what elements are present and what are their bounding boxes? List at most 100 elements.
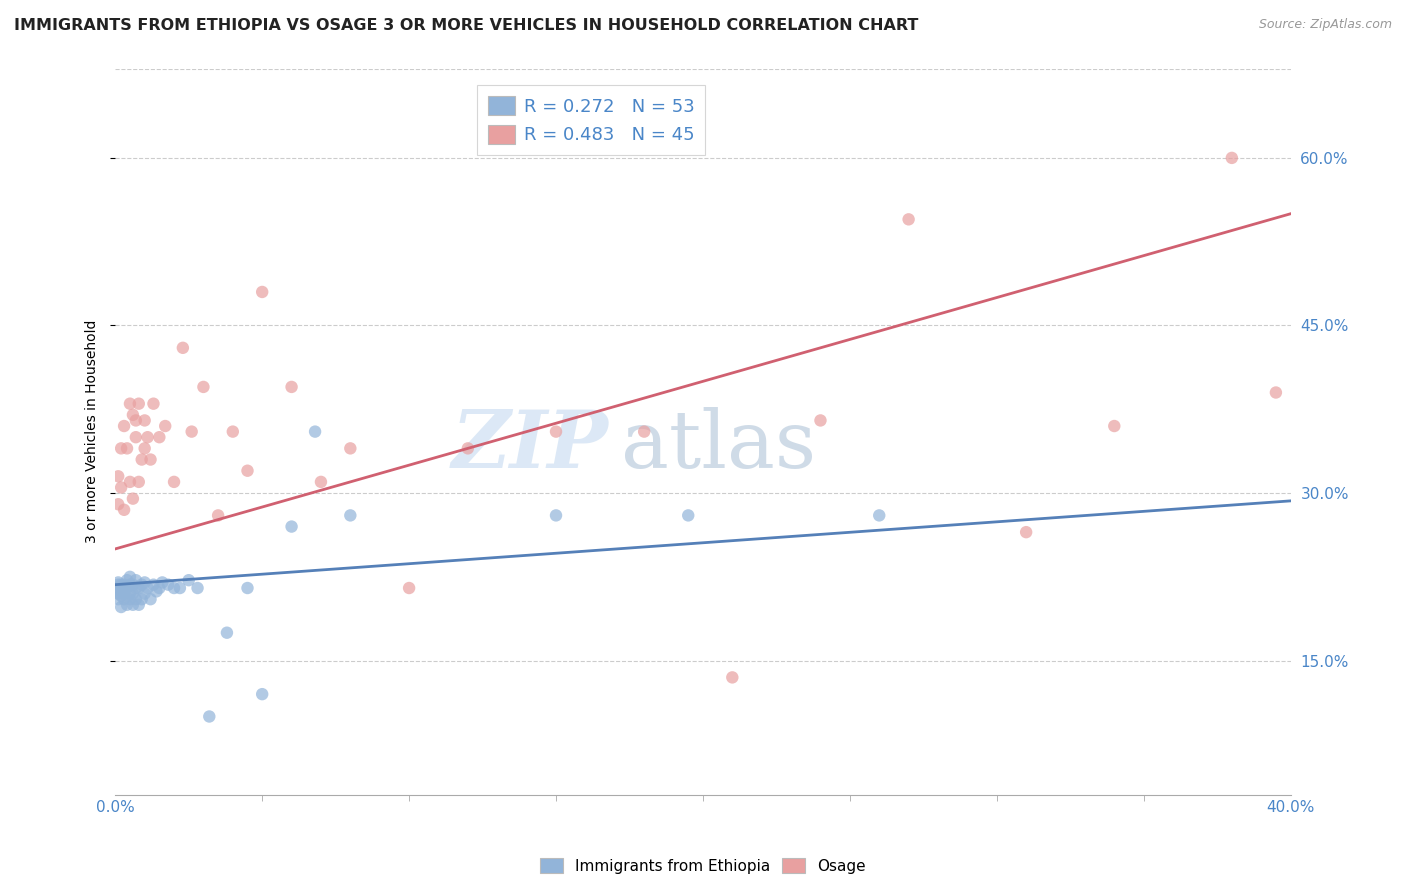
Point bbox=[897, 212, 920, 227]
Point bbox=[118, 475, 141, 489]
Point bbox=[107, 469, 129, 483]
Point bbox=[107, 592, 129, 607]
Point bbox=[678, 508, 700, 523]
Point bbox=[169, 581, 191, 595]
Point bbox=[163, 475, 186, 489]
Text: Source: ZipAtlas.com: Source: ZipAtlas.com bbox=[1258, 18, 1392, 31]
Point bbox=[110, 584, 132, 599]
Point bbox=[148, 430, 170, 444]
Point bbox=[107, 586, 129, 600]
Point bbox=[115, 598, 138, 612]
Point bbox=[142, 397, 165, 411]
Point bbox=[115, 573, 138, 587]
Point bbox=[721, 670, 744, 684]
Point bbox=[125, 592, 148, 607]
Point bbox=[868, 508, 890, 523]
Point bbox=[280, 380, 302, 394]
Point bbox=[215, 625, 238, 640]
Point bbox=[112, 419, 135, 434]
Point bbox=[122, 577, 145, 591]
Text: IMMIGRANTS FROM ETHIOPIA VS OSAGE 3 OR MORE VEHICLES IN HOUSEHOLD CORRELATION CH: IMMIGRANTS FROM ETHIOPIA VS OSAGE 3 OR M… bbox=[14, 18, 918, 33]
Point bbox=[110, 600, 132, 615]
Point bbox=[112, 592, 135, 607]
Point bbox=[150, 575, 173, 590]
Point bbox=[112, 581, 135, 595]
Point bbox=[1104, 419, 1126, 434]
Point bbox=[115, 442, 138, 456]
Point bbox=[457, 442, 479, 456]
Point bbox=[134, 442, 156, 456]
Point bbox=[180, 425, 202, 439]
Point bbox=[128, 598, 150, 612]
Point bbox=[198, 709, 221, 723]
Point bbox=[163, 581, 186, 595]
Point bbox=[125, 430, 148, 444]
Point bbox=[131, 452, 153, 467]
Point bbox=[112, 586, 135, 600]
Point bbox=[125, 573, 148, 587]
Point bbox=[544, 508, 567, 523]
Point bbox=[110, 442, 132, 456]
Point bbox=[125, 413, 148, 427]
Point bbox=[122, 598, 145, 612]
Point bbox=[250, 285, 273, 299]
Point bbox=[112, 503, 135, 517]
Y-axis label: 3 or more Vehicles in Household: 3 or more Vehicles in Household bbox=[86, 320, 100, 543]
Point bbox=[128, 397, 150, 411]
Point bbox=[148, 581, 170, 595]
Point bbox=[118, 397, 141, 411]
Point bbox=[633, 425, 655, 439]
Point bbox=[309, 475, 332, 489]
Point bbox=[172, 341, 194, 355]
Legend: R = 0.272   N = 53, R = 0.483   N = 45: R = 0.272 N = 53, R = 0.483 N = 45 bbox=[477, 85, 706, 155]
Point bbox=[107, 577, 129, 591]
Point bbox=[304, 425, 326, 439]
Point bbox=[118, 586, 141, 600]
Point bbox=[1015, 525, 1038, 540]
Point bbox=[398, 581, 420, 595]
Point bbox=[118, 577, 141, 591]
Point bbox=[122, 586, 145, 600]
Point bbox=[122, 408, 145, 422]
Point bbox=[110, 577, 132, 591]
Point bbox=[122, 491, 145, 506]
Point bbox=[155, 419, 177, 434]
Point bbox=[125, 581, 148, 595]
Point bbox=[118, 570, 141, 584]
Point bbox=[222, 425, 245, 439]
Point bbox=[118, 592, 141, 607]
Text: atlas: atlas bbox=[620, 407, 815, 485]
Point bbox=[128, 581, 150, 595]
Point bbox=[810, 413, 832, 427]
Point bbox=[339, 442, 361, 456]
Point bbox=[115, 581, 138, 595]
Point bbox=[1220, 151, 1243, 165]
Point bbox=[142, 577, 165, 591]
Point bbox=[107, 497, 129, 511]
Point bbox=[131, 577, 153, 591]
Point bbox=[110, 589, 132, 603]
Point bbox=[280, 519, 302, 533]
Point bbox=[110, 480, 132, 494]
Text: ZIP: ZIP bbox=[453, 408, 609, 485]
Point bbox=[134, 586, 156, 600]
Point bbox=[139, 452, 162, 467]
Point bbox=[104, 581, 127, 595]
Point bbox=[1264, 385, 1286, 400]
Point bbox=[136, 430, 159, 444]
Point bbox=[134, 413, 156, 427]
Point bbox=[207, 508, 229, 523]
Point bbox=[187, 581, 209, 595]
Point bbox=[145, 584, 167, 599]
Point bbox=[236, 581, 259, 595]
Point bbox=[339, 508, 361, 523]
Point bbox=[250, 687, 273, 701]
Point bbox=[128, 475, 150, 489]
Point bbox=[134, 575, 156, 590]
Point bbox=[139, 592, 162, 607]
Legend: Immigrants from Ethiopia, Osage: Immigrants from Ethiopia, Osage bbox=[534, 852, 872, 880]
Point bbox=[112, 577, 135, 591]
Point bbox=[131, 592, 153, 607]
Point bbox=[136, 581, 159, 595]
Point bbox=[236, 464, 259, 478]
